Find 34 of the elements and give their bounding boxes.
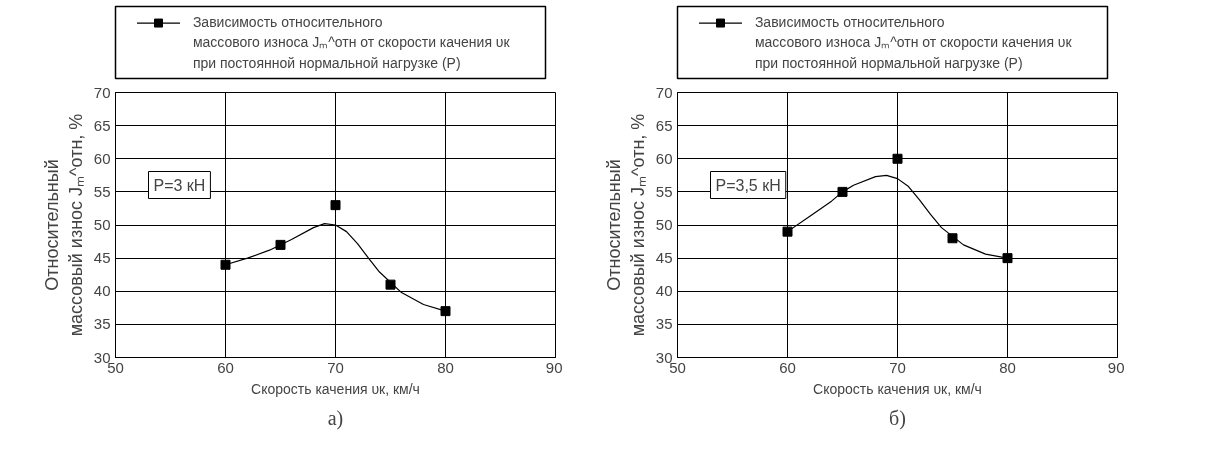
x-tick-label: 70 <box>889 358 906 376</box>
y-axis-title: Относительный массовый износ Jₘ^отн, % <box>41 113 86 337</box>
y-tick-label: 65 <box>93 116 111 134</box>
y-tick-label: 45 <box>655 249 673 267</box>
x-tick-label: 70 <box>327 358 344 376</box>
y-tick-label: 70 <box>655 83 673 101</box>
y-tick-label: 45 <box>93 249 111 267</box>
y-tick-label: 40 <box>655 282 673 300</box>
y-tick-label: 35 <box>655 315 673 333</box>
x-tick-label: 90 <box>1107 358 1125 376</box>
legend-label: Зависимость относительного массового износа Jₘ^отн от скорости качения υк при постоянной нормальной нагрузке (P) <box>754 13 1073 72</box>
y-tick-label: 65 <box>655 116 673 134</box>
annotation: P=3,5 кН <box>715 176 781 194</box>
x-axis-title: Скорость качения υк, км/ч <box>813 380 982 397</box>
y-tick-label: 50 <box>93 216 111 233</box>
x-tick-label: 90 <box>545 358 563 376</box>
text: б) <box>889 406 906 430</box>
y-tick-label: 35 <box>93 315 111 333</box>
y-tick-label: 40 <box>93 282 111 300</box>
x-tick-label: 60 <box>217 358 234 376</box>
y-tick-label: 60 <box>655 149 673 167</box>
text: а) <box>327 406 344 430</box>
x-tick-label: 80 <box>437 358 454 376</box>
y-tick-label: 55 <box>655 182 673 200</box>
x-tick-label: 80 <box>999 358 1016 376</box>
y-tick-label: 70 <box>93 83 111 101</box>
y-axis-title: Относительный массовый износ Jₘ^отн, % <box>603 113 648 337</box>
y-tick-label: 60 <box>93 149 111 167</box>
annotation: P=3 кН <box>153 176 206 194</box>
legend-label: Зависимость относительного массового износа Jₘ^отн от скорости качения υк при постоянной нормальной нагрузке (P) <box>192 13 511 72</box>
x-tick-label: 60 <box>779 358 796 376</box>
x-axis-title: Скорость качения υк, км/ч <box>251 380 420 397</box>
y-tick-label: 55 <box>93 182 111 200</box>
y-tick-label: 50 <box>655 216 673 233</box>
